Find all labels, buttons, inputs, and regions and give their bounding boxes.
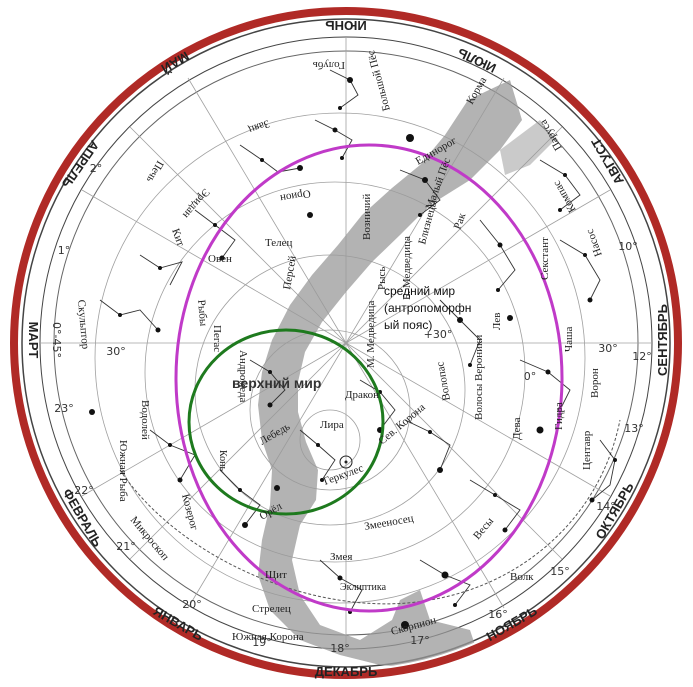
month-march: МАРТ [26, 322, 41, 359]
con-vodoley: Водолей [139, 400, 151, 440]
decl-30-left: 30° [106, 345, 126, 358]
hour-labels: 0°-45° 1° 2° 10° 12° 13° 14° 15° 16° 17°… [50, 162, 652, 655]
month-september: СЕНТЯБРЬ [655, 304, 670, 376]
con-gidra: Гидра [553, 402, 565, 430]
con-voron: Ворон [589, 368, 601, 398]
middle-world-ellipse [174, 143, 564, 613]
upper-world-ellipse [187, 328, 385, 516]
con-malaya-medv: М. Медведица [365, 301, 377, 368]
con-kon: Конь [217, 450, 228, 472]
ecliptic-label: Эклиптика [340, 582, 387, 593]
con-strelets: Стрелец [252, 603, 291, 615]
celestial-pole-marker [339, 455, 353, 469]
hour-19: 19° [252, 636, 272, 649]
con-telets: Телец [265, 237, 293, 249]
con-tsentavr: Центавр [581, 430, 593, 470]
stars [89, 77, 617, 629]
hour-2: 2° [90, 162, 103, 175]
con-kit: Кит [169, 227, 187, 248]
hour-10: 10° [618, 240, 638, 253]
con-ryby: Рыбы [195, 299, 209, 327]
con-bolshaya-medv: Б. Медведица [401, 236, 413, 300]
decl-0: 0° [524, 370, 537, 383]
con-zmeya: Змея [330, 551, 352, 563]
con-orion: Орион [279, 187, 311, 204]
milky-way-band [258, 80, 555, 668]
con-yuzh-korona: Южная Корона [232, 631, 304, 643]
constellation-lines [99, 69, 616, 613]
middle-world-label-line2: (антропоморфн [384, 301, 471, 315]
con-pegas: Пегас [211, 325, 223, 352]
hour-22: 22° [74, 484, 94, 497]
con-sekstant: Секстант [539, 237, 551, 280]
con-andromeda: Андромеда [237, 350, 249, 403]
hour-14: 14° [596, 500, 616, 513]
outer-frame-ring [10, 7, 682, 679]
con-volk: Волк [510, 571, 534, 583]
decl-plus30: +30° [424, 328, 453, 341]
month-december: ДЕКАБРЬ [315, 664, 378, 679]
hour-23: 23° [54, 402, 74, 415]
con-drakon: Дракон [345, 389, 379, 401]
con-lira: Лира [320, 419, 344, 431]
world-labels: верхний мир средний мир (антропоморфн ый… [232, 284, 471, 391]
hour-1: 1° [58, 244, 71, 257]
con-persey: Персей [281, 255, 299, 291]
con-ovnu: Овен [208, 253, 232, 265]
hour-12: 12° [632, 350, 652, 363]
hour-15: 15° [550, 565, 570, 578]
hour-13: 13° [624, 422, 644, 435]
hour-0: 0°-45° [50, 322, 63, 358]
con-skulptor: Скульптор [75, 299, 91, 350]
con-deva: Дева [511, 417, 523, 440]
upper-world-label: верхний мир [232, 375, 321, 391]
hour-18: 18° [330, 642, 350, 655]
con-chasha: Чаша [563, 326, 575, 352]
hour-21: 21° [116, 540, 136, 553]
hour-17: 17° [410, 634, 430, 647]
hour-16: 16° [488, 608, 508, 621]
middle-world-label-line1: средний мир [384, 284, 455, 298]
con-lev: Лев [491, 313, 503, 330]
hour-20: 20° [182, 598, 202, 611]
declination-labels: 30° 30° +30° 0° [106, 328, 618, 383]
con-golub: Голубь [313, 59, 345, 71]
con-vozn: Возничий [361, 194, 373, 240]
con-yuzh-ryba: Южная Рыба [117, 440, 129, 502]
con-shchit: Щит [265, 569, 287, 581]
con-rys: Рысь [376, 267, 388, 290]
decl-30-right: 30° [598, 342, 618, 355]
con-rak: Рак [452, 211, 469, 231]
con-venera: Волосы Вероники [473, 335, 485, 420]
middle-world-label-line3: ый пояс) [384, 318, 432, 332]
month-june: ИЮНЬ [325, 18, 366, 33]
